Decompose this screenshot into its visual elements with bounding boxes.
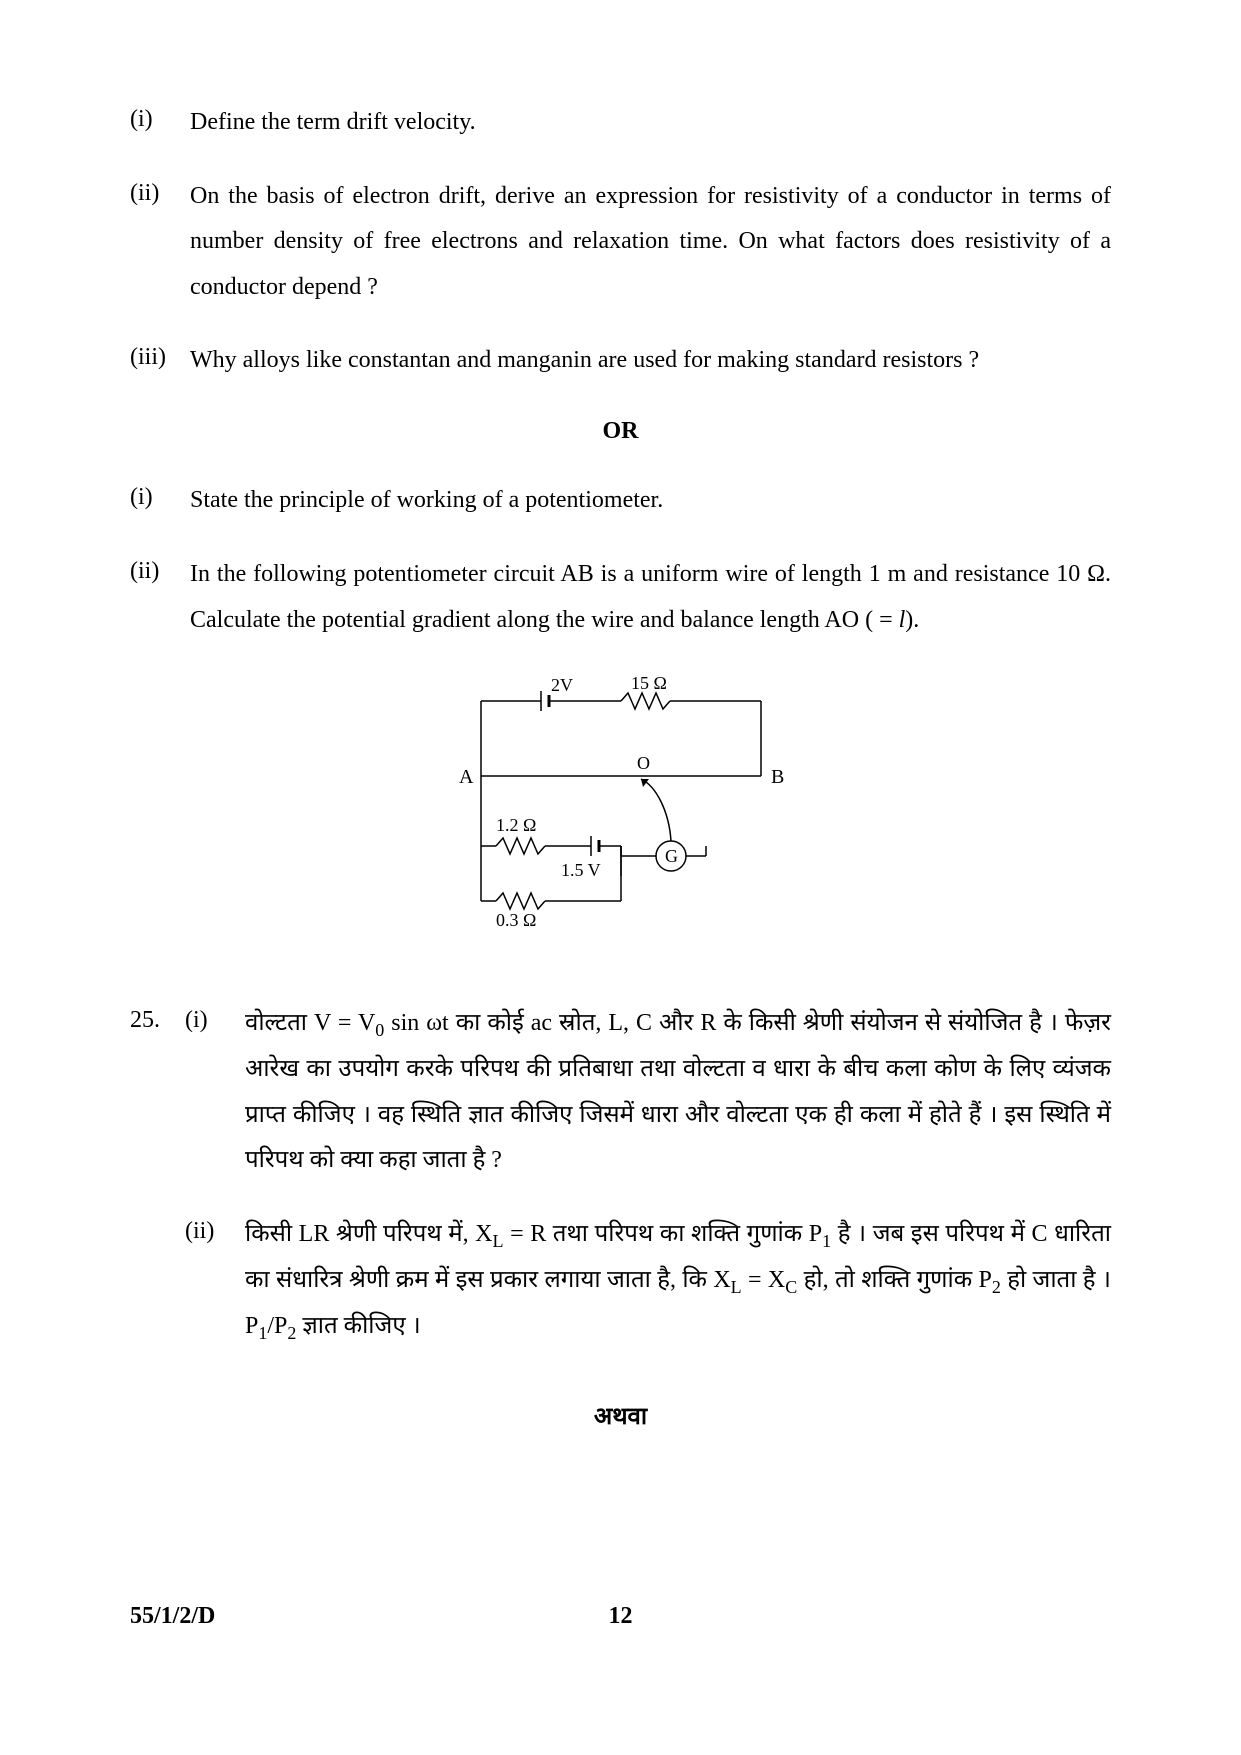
q-item: (ii) किसी LR श्रेणी परिपथ में, XL = R तथ… [185,1212,1111,1350]
r1-label: 15 Ω [631,673,667,693]
item-marker: (i) [130,100,190,146]
galvanometer-label: G [665,846,678,866]
item-marker: (i) [130,478,190,524]
item-marker: (iii) [130,338,190,384]
item-text: वोल्टता V = V0 sin ωt का कोई ac स्रोत, L… [245,1001,1111,1184]
r3-label: 0.3 Ω [496,910,536,930]
q-item: (ii) In the following potentiometer circ… [130,552,1111,643]
node-a-label: A [459,766,474,788]
q-item: (ii) On the basis of electron drift, der… [130,174,1111,311]
emf1-label: 2V [551,675,573,695]
r2-label: 1.2 Ω [496,815,536,835]
page-content: (i) Define the term drift velocity. (ii)… [0,0,1241,1524]
q-item: (iii) Why alloys like constantan and man… [130,338,1111,384]
or-separator-hindi: अथवा [130,1398,1111,1436]
q-item: (i) State the principle of working of a … [130,478,1111,524]
q-item: (i) Define the term drift velocity. [130,100,1111,146]
item-text: Define the term drift velocity. [190,100,1111,146]
item-text: Why alloys like constantan and manganin … [190,338,1111,384]
item-marker: (ii) [185,1212,245,1350]
item-text: In the following potentiometer circuit A… [190,552,1111,643]
item-marker: (ii) [130,552,190,643]
q-item: (i) वोल्टता V = V0 sin ωt का कोई ac स्रो… [185,1001,1111,1184]
item-marker: (ii) [130,174,190,311]
question-number: 25. [130,1001,185,1378]
node-o-label: O [637,753,650,773]
or-separator: OR [130,412,1111,450]
emf2-label: 1.5 V [561,860,601,880]
page-number: 12 [130,1597,1111,1635]
node-b-label: B [771,766,784,788]
item-text: On the basis of electron drift, derive a… [190,174,1111,311]
question-25: 25. (i) वोल्टता V = V0 sin ωt का कोई ac … [130,1001,1111,1378]
item-text: किसी LR श्रेणी परिपथ में, XL = R तथा परि… [245,1212,1111,1350]
item-marker: (i) [185,1001,245,1184]
page-footer: 55/1/2/D 12 [130,1597,1111,1635]
item-text: State the principle of working of a pote… [190,478,1111,524]
circuit-diagram: 2V 15 Ω A B O 1.2 Ω 1.5 V [130,671,1111,961]
